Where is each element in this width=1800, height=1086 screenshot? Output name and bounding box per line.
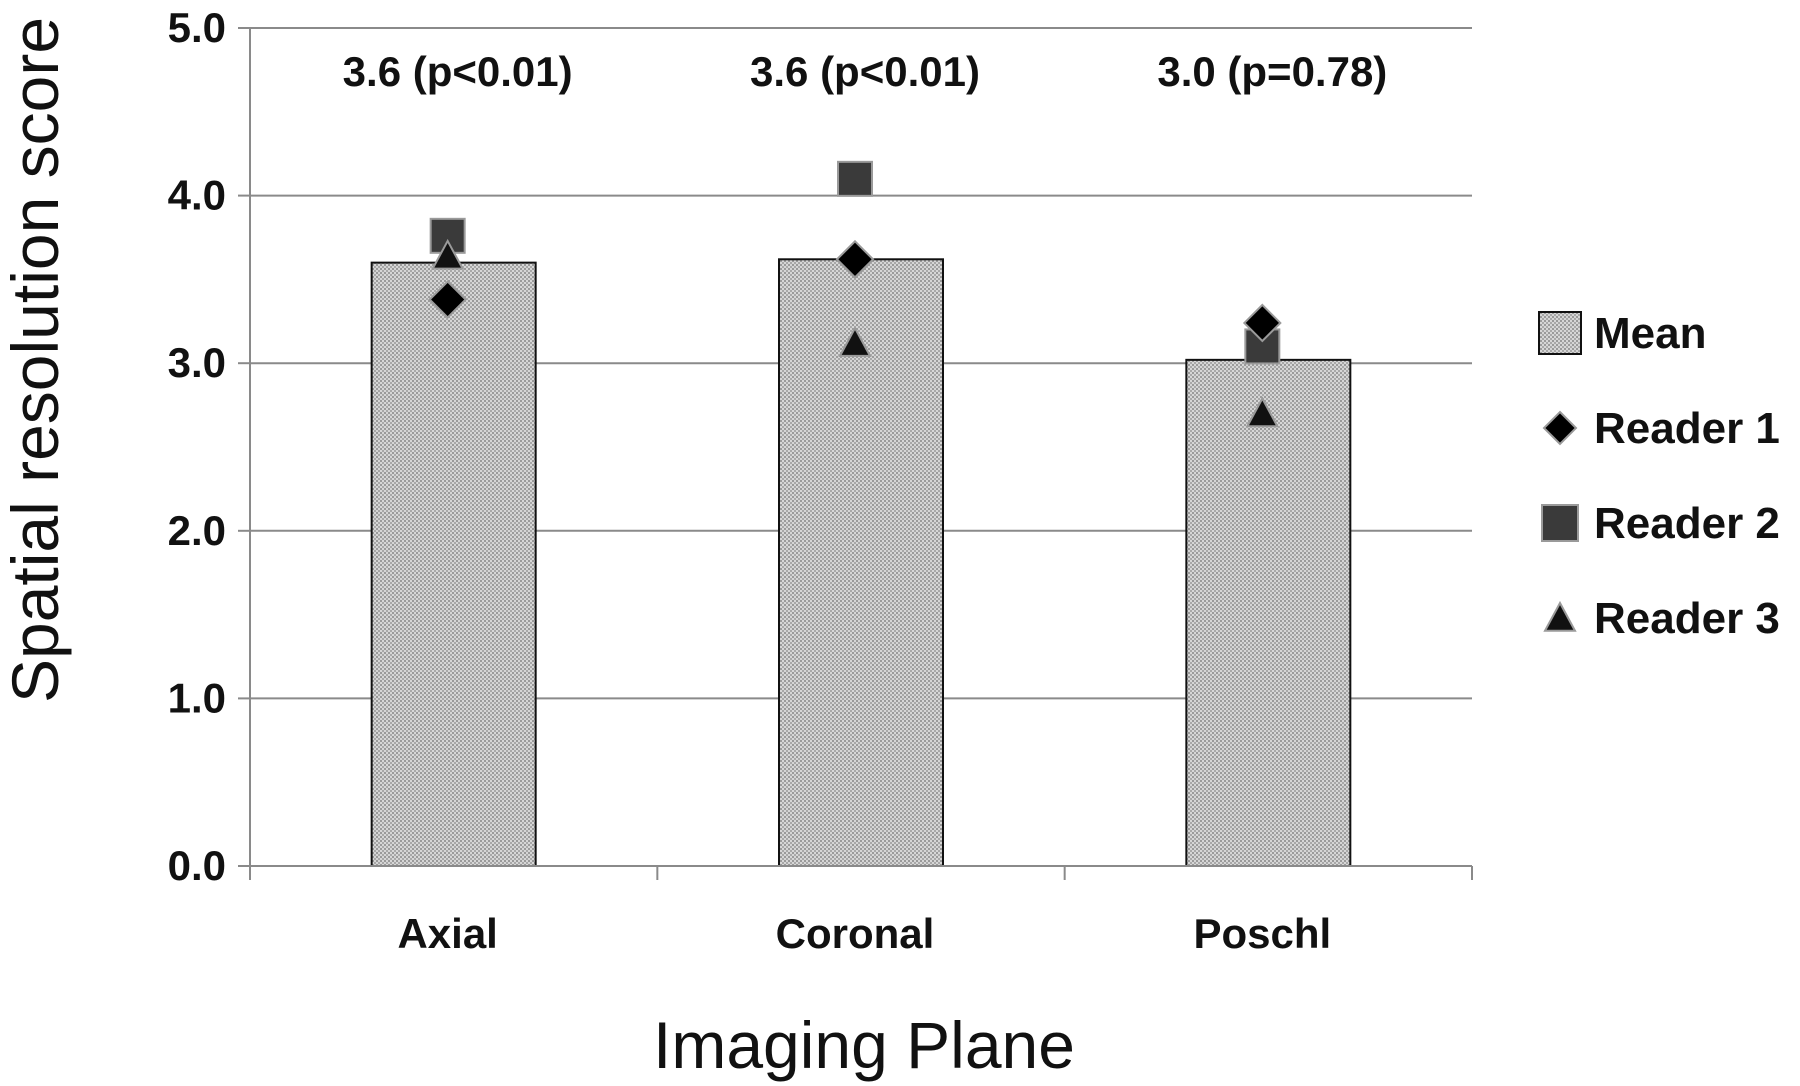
- legend-label: Reader 1: [1594, 404, 1780, 453]
- y-axis-title: Spatial resolution score: [0, 17, 72, 703]
- y-tick-label: 3.0: [168, 339, 226, 386]
- point-reader-3-poschl: [1245, 396, 1280, 428]
- x-tick-label: Coronal: [776, 910, 935, 957]
- bar-annotation: 3.6 (p<0.01): [343, 48, 573, 95]
- point-reader-1-poschl: [1242, 303, 1282, 343]
- legend-item-reader-2: Reader 2: [1541, 499, 1780, 548]
- point-reader-2-coronal: [837, 160, 873, 197]
- legend-item-reader-3: Reader 3: [1543, 594, 1780, 643]
- x-tick-label: Poschl: [1193, 910, 1331, 957]
- x-axis-title: Imaging Plane: [653, 1008, 1075, 1082]
- legend-swatch-reader-3: [1543, 600, 1577, 632]
- x-tick-labels: Axial Coronal Poschl: [397, 910, 1331, 957]
- point-reader-3-axial: [430, 238, 465, 270]
- bar-mean-axial: [370, 261, 537, 867]
- legend-label: Reader 3: [1594, 594, 1780, 643]
- point-reader-3-coronal: [838, 325, 872, 357]
- reader-points: [428, 160, 1282, 428]
- y-tick-labels: 0.0 1.0 2.0 3.0 4.0 5.0: [168, 4, 226, 889]
- legend-label: Reader 2: [1594, 499, 1780, 548]
- legend-item-mean: Mean: [1538, 309, 1706, 358]
- legend-swatch-mean: [1538, 311, 1582, 355]
- legend-label: Mean: [1594, 309, 1706, 358]
- legend: Mean Reader 1 Reader 2 Reader 3: [1538, 309, 1780, 643]
- point-reader-1-axial: [428, 280, 468, 319]
- y-tick-label: 1.0: [168, 674, 226, 721]
- x-tick-label: Axial: [397, 910, 497, 957]
- legend-swatch-reader-1: [1542, 410, 1578, 446]
- y-tick-label: 2.0: [168, 507, 226, 554]
- point-reader-1-coronal: [835, 239, 875, 279]
- annotations: 3.6 (p<0.01) 3.6 (p<0.01) 3.0 (p=0.78): [343, 48, 1388, 95]
- y-tick-label: 4.0: [168, 172, 226, 219]
- legend-swatch-reader-2: [1541, 504, 1579, 542]
- bar-annotation: 3.6 (p<0.01): [750, 48, 980, 95]
- axes: [238, 27, 1473, 880]
- y-tick-label: 0.0: [168, 842, 226, 889]
- bar-mean-poschl: [1185, 358, 1352, 867]
- point-reader-2-axial: [429, 217, 466, 254]
- bar-annotation: 3.0 (p=0.78): [1157, 48, 1387, 95]
- bars: [370, 258, 1352, 867]
- legend-item-reader-1: Reader 1: [1542, 404, 1780, 453]
- y-tick-label: 5.0: [168, 4, 226, 51]
